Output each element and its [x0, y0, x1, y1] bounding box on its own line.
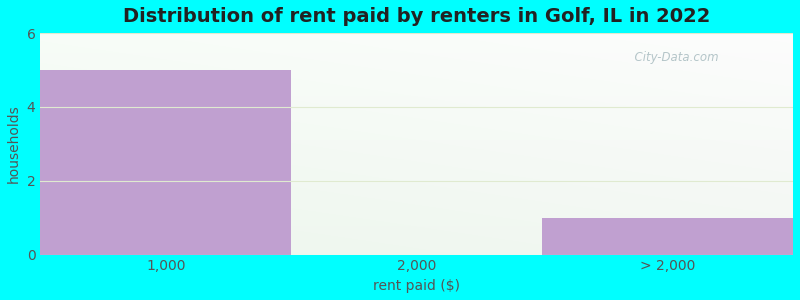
Y-axis label: households: households: [7, 104, 21, 183]
Title: Distribution of rent paid by renters in Golf, IL in 2022: Distribution of rent paid by renters in …: [123, 7, 710, 26]
Text: City-Data.com: City-Data.com: [627, 51, 719, 64]
Bar: [40, 70, 291, 255]
Bar: [542, 218, 793, 255]
X-axis label: rent paid ($): rent paid ($): [373, 279, 460, 293]
